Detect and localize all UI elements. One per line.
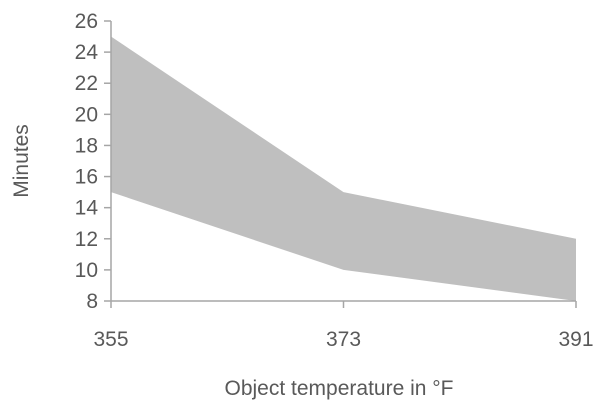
x-tick-label-355: 355 — [93, 328, 128, 351]
y-tick-label-10: 10 — [75, 259, 98, 282]
x-tick-label-373: 373 — [326, 328, 361, 351]
y-tick-label-22: 22 — [75, 72, 98, 95]
y-tick-label-24: 24 — [75, 41, 99, 64]
y-tick-label-14: 14 — [75, 197, 99, 220]
label-layer: 8 10 12 14 16 18 20 22 24 26 355 373 391 — [75, 10, 594, 351]
x-axis-title: Object temperature in °F — [225, 377, 454, 400]
axis-layer — [104, 20, 577, 308]
y-axis-title: Minutes — [10, 124, 33, 198]
y-tick-label-12: 12 — [75, 228, 98, 251]
area-layer — [111, 36, 576, 302]
y-tick-label-18: 18 — [75, 134, 98, 157]
range-area-0 — [111, 36, 576, 302]
y-tick-label-8: 8 — [86, 290, 98, 313]
x-tick-label-391: 391 — [558, 328, 593, 351]
y-tick-label-26: 26 — [75, 10, 98, 33]
y-tick-label-20: 20 — [75, 103, 98, 126]
y-tick-label-16: 16 — [75, 166, 98, 189]
